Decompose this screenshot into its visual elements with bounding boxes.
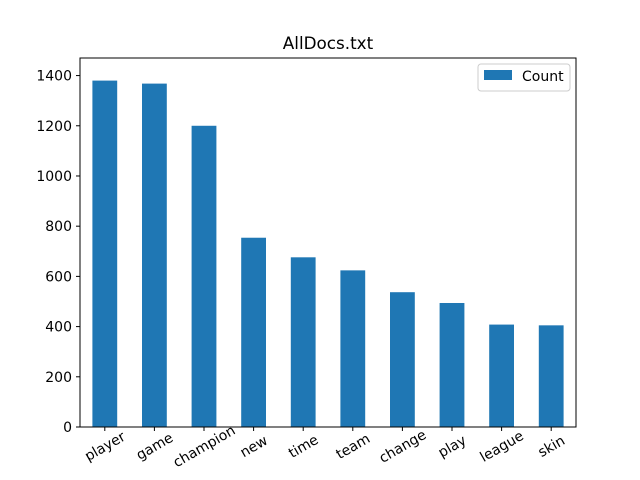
y-tick-label: 200 (45, 370, 72, 386)
bar-new (241, 237, 266, 427)
legend: Count (477, 63, 571, 92)
y-tick-label: 0 (63, 420, 72, 436)
y-tick-label: 400 (45, 320, 72, 336)
bars-group (92, 80, 564, 428)
y-tick-label: 1000 (36, 169, 72, 185)
legend-swatch (484, 70, 512, 80)
bar-time (290, 257, 316, 427)
y-tick-label: 800 (45, 219, 72, 235)
bar-change (390, 292, 415, 427)
bar-play (439, 302, 465, 427)
plot-frame (79, 57, 577, 428)
bar-game (142, 83, 167, 428)
chart-title: AllDocs.txt (283, 33, 374, 53)
y-axis: 0 200 400 600 800 1000 1200 1400 (36, 69, 80, 436)
y-tick-label: 1200 (36, 119, 72, 135)
bar-team (340, 270, 366, 427)
bar-champion (191, 125, 217, 427)
bar-league (489, 324, 514, 427)
bar-player (92, 80, 118, 428)
y-tick-label: 1400 (36, 69, 72, 85)
y-tick-label: 600 (45, 269, 72, 285)
bar-skin (538, 325, 564, 427)
legend-label: Count (522, 69, 564, 85)
